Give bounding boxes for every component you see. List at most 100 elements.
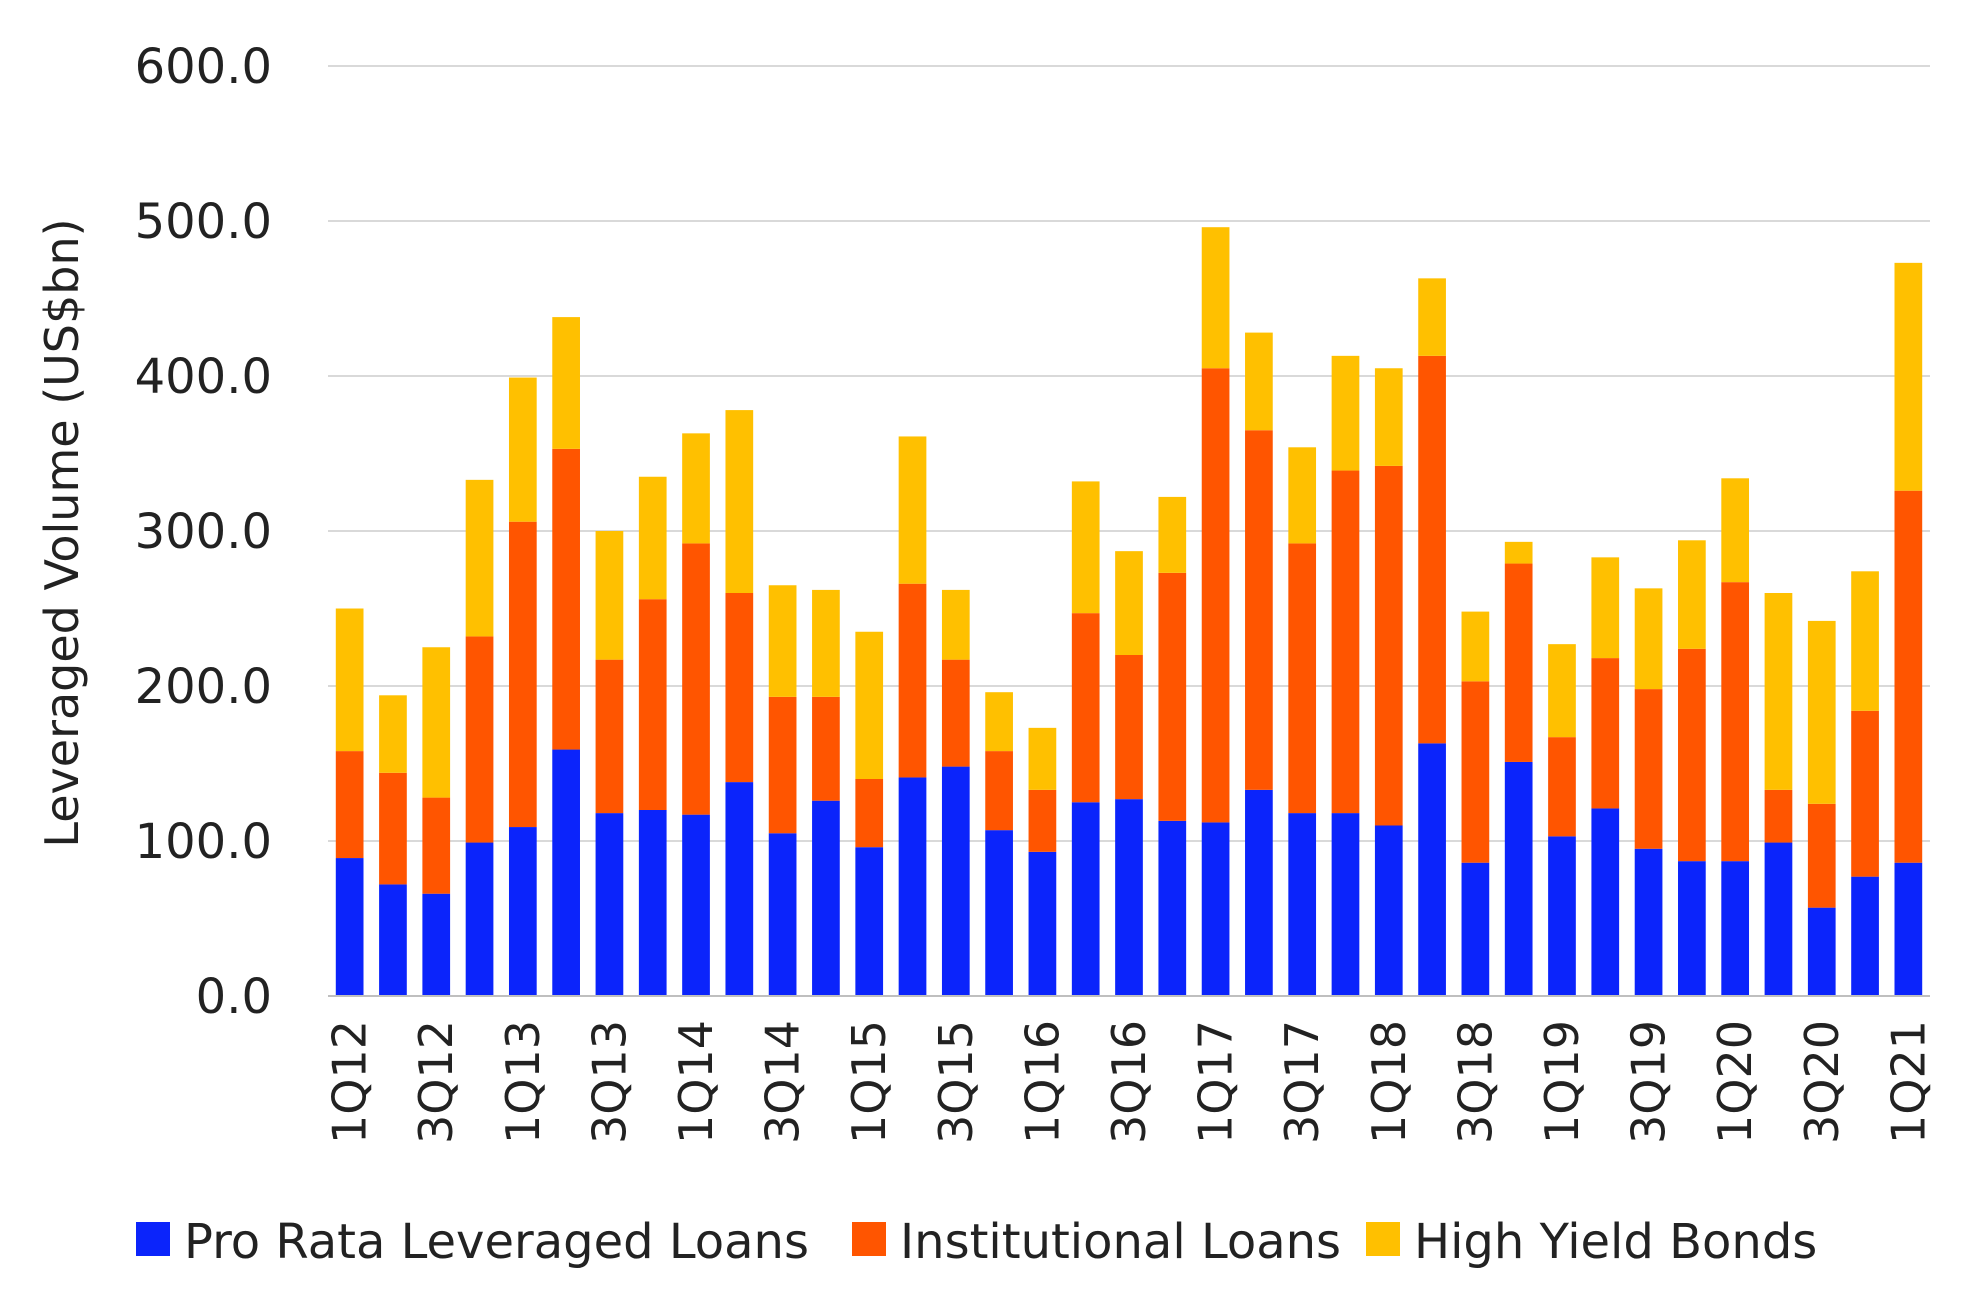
bar-segment-high-yield-bonds-4q17 [1331,355,1360,471]
bar-segment-pro-rata-leveraged-loans-1q19 [1548,836,1576,996]
bar-segment-institutional-loans-1q20 [1721,582,1750,862]
bar-segment-high-yield-bonds-3q19 [1634,588,1663,690]
bar-segment-institutional-loans-1q14 [682,543,710,815]
bar-segment-institutional-loans-2q12 [379,772,407,885]
bar-segment-high-yield-bonds-2q18 [1418,278,1446,356]
bar-segment-pro-rata-leveraged-loans-4q12 [465,842,494,996]
bar-segment-high-yield-bonds-2q14 [725,410,754,593]
bar-segment-institutional-loans-3q20 [1807,803,1836,908]
bar-segment-pro-rata-leveraged-loans-4q16 [1158,820,1187,996]
x-tick-label: 3Q13 [582,1020,636,1144]
y-axis-tick-labels: 0.0 100.0 200.0 300.0 400.0 500.0 600.0 [135,39,272,1025]
bar-segment-high-yield-bonds-4q20 [1851,571,1879,711]
y-tick-label: 400.0 [135,349,272,405]
bar-segment-pro-rata-leveraged-loans-4q20 [1851,876,1879,996]
bar-segment-pro-rata-leveraged-loans-3q15 [941,766,970,996]
bar-segment-high-yield-bonds-3q12 [422,647,451,798]
bar-segment-high-yield-bonds-4q18 [1504,541,1533,564]
bar-segment-institutional-loans-3q17 [1288,543,1317,814]
legend-swatch [852,1222,886,1256]
bar-segment-pro-rata-leveraged-loans-3q12 [422,893,451,996]
y-axis-title: Leveraged Volume (US$bn) [35,218,89,847]
x-tick-label: 3Q18 [1448,1020,1502,1144]
x-tick-label: 3Q15 [929,1020,983,1144]
bar-segment-high-yield-bonds-3q14 [768,585,797,697]
bar-segment-institutional-loans-1q18 [1374,465,1403,826]
x-tick-label: 3Q20 [1795,1020,1849,1144]
bar-segment-high-yield-bonds-2q15 [898,436,927,584]
bar-segment-institutional-loans-3q19 [1634,689,1663,849]
bar-segment-high-yield-bonds-3q20 [1807,620,1836,804]
bar-segment-institutional-loans-2q18 [1418,355,1446,744]
bar-segment-pro-rata-leveraged-loans-3q16 [1115,799,1143,996]
bar-segment-institutional-loans-1q13 [508,521,537,828]
bar-segment-high-yield-bonds-3q15 [941,589,970,660]
legend-swatch [136,1222,170,1256]
bar-segment-institutional-loans-3q16 [1115,655,1143,800]
x-tick-label: 1Q20 [1708,1020,1762,1144]
x-tick-label: 3Q12 [409,1020,463,1144]
bar-segment-institutional-loans-3q13 [595,659,624,814]
x-axis-tick-labels: 1Q12 3Q12 1Q13 3Q13 1Q14 3Q14 1Q15 3Q15 1Q16 3Q16… [323,1020,1936,1144]
bar-segment-pro-rata-leveraged-loans-1q12 [335,858,364,996]
bar-segment-institutional-loans-4q13 [638,599,667,810]
bar-segment-pro-rata-leveraged-loans-2q13 [552,749,580,996]
bar-segment-high-yield-bonds-1q17 [1201,227,1230,369]
bar-segment-pro-rata-leveraged-loans-3q20 [1807,907,1836,996]
bar-segment-institutional-loans-2q13 [552,448,580,750]
bar-segment-pro-rata-leveraged-loans-1q15 [855,847,884,996]
bar-segment-high-yield-bonds-1q19 [1548,644,1576,738]
bar-segment-institutional-loans-4q17 [1331,470,1360,814]
bar-segment-pro-rata-leveraged-loans-2q12 [379,884,407,996]
x-tick-label: 3Q14 [756,1020,810,1144]
bar-segment-institutional-loans-3q14 [768,696,797,834]
x-tick-label: 1Q13 [496,1020,550,1144]
bar-segment-pro-rata-leveraged-loans-1q17 [1201,822,1230,996]
y-tick-label: 0.0 [196,969,272,1025]
bar-segment-pro-rata-leveraged-loans-2q17 [1245,789,1273,996]
bar-segment-high-yield-bonds-4q14 [812,589,840,697]
bar-segment-high-yield-bonds-4q19 [1678,540,1706,649]
bar-segment-pro-rata-leveraged-loans-3q13 [595,813,624,996]
bar-segment-pro-rata-leveraged-loans-2q15 [898,777,927,996]
y-tick-label: 500.0 [135,194,272,250]
bar-segment-high-yield-bonds-1q18 [1374,368,1403,466]
legend: Pro Rata Leveraged Loans Institutional Lo… [136,1214,1817,1270]
bar-segment-high-yield-bonds-2q17 [1245,332,1273,431]
bar-segment-pro-rata-leveraged-loans-1q18 [1374,825,1403,996]
bar-segment-high-yield-bonds-4q15 [985,692,1013,752]
bar-segment-pro-rata-leveraged-loans-1q20 [1721,861,1750,996]
x-tick-label: 1Q21 [1881,1020,1935,1144]
x-tick-label: 1Q17 [1189,1020,1243,1144]
bar-segment-institutional-loans-2q14 [725,593,754,783]
x-tick-label: 3Q19 [1622,1020,1676,1144]
bar-segment-pro-rata-leveraged-loans-2q20 [1764,842,1793,996]
bar-segment-institutional-loans-4q14 [812,696,840,801]
bar-segment-institutional-loans-3q15 [941,659,970,767]
bar-segment-pro-rata-leveraged-loans-4q13 [638,810,667,996]
bar-segment-high-yield-bonds-3q13 [595,531,624,660]
bar-segment-high-yield-bonds-1q14 [682,433,710,544]
bar-segment-pro-rata-leveraged-loans-3q18 [1461,862,1490,996]
bar-segment-institutional-loans-1q17 [1201,368,1230,823]
bar-segment-institutional-loans-4q20 [1851,710,1879,877]
bar-segment-high-yield-bonds-2q20 [1764,593,1793,790]
bar-segment-pro-rata-leveraged-loans-3q17 [1288,813,1317,996]
bars [335,227,1923,996]
bar-segment-high-yield-bonds-1q21 [1894,262,1923,491]
x-tick-label: 3Q16 [1102,1020,1156,1144]
bar-segment-institutional-loans-4q15 [985,751,1013,831]
bar-segment-institutional-loans-2q17 [1245,430,1273,790]
bar-segment-pro-rata-leveraged-loans-4q19 [1678,861,1706,996]
x-tick-label: 1Q19 [1535,1020,1589,1144]
y-tick-label: 100.0 [135,814,272,870]
bar-segment-high-yield-bonds-3q18 [1461,611,1490,682]
bar-segment-high-yield-bonds-1q15 [855,631,884,779]
bar-segment-pro-rata-leveraged-loans-1q13 [508,827,537,996]
bar-segment-high-yield-bonds-2q13 [552,317,580,449]
bar-segment-pro-rata-leveraged-loans-4q14 [812,800,840,996]
bar-segment-institutional-loans-2q16 [1071,613,1100,803]
bar-segment-institutional-loans-2q19 [1591,658,1620,809]
gridlines [328,65,1930,842]
x-tick-label: 1Q18 [1362,1020,1416,1144]
